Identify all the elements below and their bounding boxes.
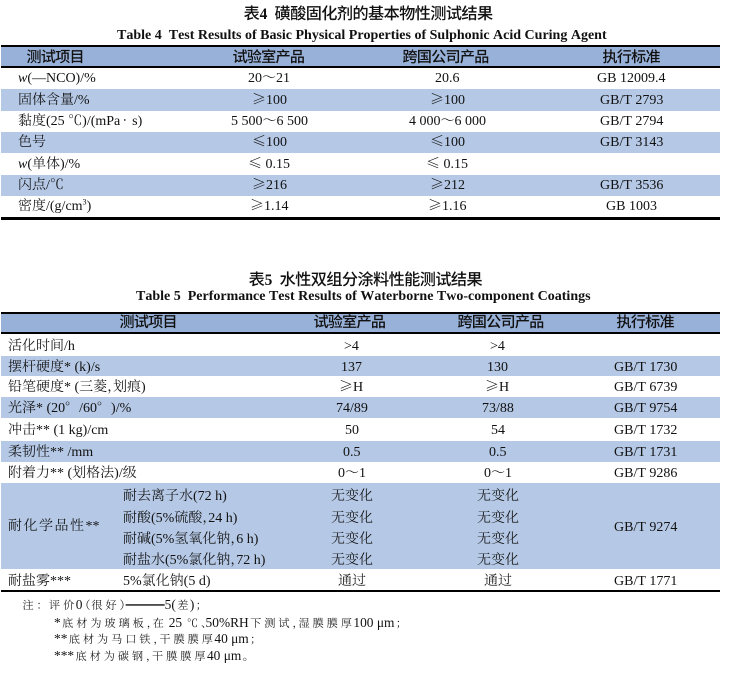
svg-text:>4: >4 bbox=[344, 339, 359, 354]
svg-text:1: 1 bbox=[505, 466, 512, 481]
svg-text:): ) bbox=[141, 380, 146, 395]
svg-text:w: w bbox=[18, 157, 28, 172]
svg-text:74/89: 74/89 bbox=[336, 401, 368, 416]
svg-text:73/88: 73/88 bbox=[482, 401, 514, 416]
svg-text:GB/T 3143: GB/T 3143 bbox=[600, 135, 663, 150]
svg-text:GB/T 9274: GB/T 9274 bbox=[614, 520, 677, 535]
svg-text:(5 d): (5 d) bbox=[184, 574, 211, 589]
svg-text:5: 5 bbox=[264, 272, 279, 289]
svg-text:GB/T 2794: GB/T 2794 bbox=[600, 114, 663, 129]
svg-text:20.6: 20.6 bbox=[435, 71, 460, 86]
svg-text:Table 4 Test Results of Basic: Table 4 Test Results of Basic Physical P… bbox=[117, 28, 607, 43]
svg-text:100: 100 bbox=[444, 93, 465, 108]
svg-text:(—NCO)/%: (—NCO)/% bbox=[27, 71, 96, 86]
svg-text:(: ( bbox=[27, 157, 32, 172]
svg-text:(5%: (5% bbox=[151, 532, 175, 547]
svg-text:4 000: 4 000 bbox=[409, 114, 441, 129]
svg-text:GB/T 1731: GB/T 1731 bbox=[614, 445, 677, 460]
svg-text:* (k)/s: * (k)/s bbox=[64, 360, 100, 375]
svg-text:s): s) bbox=[132, 114, 142, 129]
svg-text:212: 212 bbox=[444, 178, 465, 193]
svg-text:5%: 5% bbox=[123, 574, 142, 589]
svg-text:100 μm: 100 μm bbox=[353, 615, 395, 630]
svg-text:* (20: * (20 bbox=[36, 401, 65, 416]
svg-text:54: 54 bbox=[491, 423, 505, 438]
svg-text:)/%: )/% bbox=[60, 157, 81, 172]
svg-text:GB/T 2793: GB/T 2793 bbox=[600, 93, 663, 108]
svg-text:21: 21 bbox=[276, 71, 290, 86]
svg-text:(5%: (5% bbox=[151, 511, 175, 526]
svg-text:(72 h): (72 h) bbox=[193, 489, 227, 504]
svg-text:/: / bbox=[46, 178, 50, 193]
svg-text:* (: * ( bbox=[64, 380, 80, 395]
svg-text:GB/T 1730: GB/T 1730 bbox=[614, 360, 677, 375]
svg-text:137: 137 bbox=[341, 360, 362, 375]
svg-text:100: 100 bbox=[266, 135, 287, 150]
svg-text:3: 3 bbox=[82, 198, 86, 207]
svg-text:20: 20 bbox=[248, 71, 262, 86]
svg-text:4: 4 bbox=[259, 6, 274, 23]
svg-text:(25: (25 bbox=[46, 114, 68, 129]
svg-text:1.14: 1.14 bbox=[264, 199, 289, 214]
svg-text:H: H bbox=[353, 380, 363, 395]
svg-text:72 h): 72 h) bbox=[236, 553, 266, 568]
svg-text:): ) bbox=[86, 199, 91, 214]
svg-text:5(: 5( bbox=[165, 597, 177, 612]
svg-text:H: H bbox=[499, 380, 509, 395]
svg-text:***: *** bbox=[50, 574, 71, 589]
svg-text:40 μm: 40 μm bbox=[207, 648, 242, 663]
svg-text:0: 0 bbox=[338, 466, 345, 481]
svg-text:0.5: 0.5 bbox=[343, 445, 361, 460]
svg-text:/h: /h bbox=[64, 339, 75, 354]
svg-text:): ) bbox=[190, 597, 194, 612]
svg-text:/60: /60 bbox=[79, 401, 97, 416]
svg-text:24 h): 24 h) bbox=[208, 511, 238, 526]
svg-text:***: *** bbox=[54, 648, 74, 663]
svg-text:100: 100 bbox=[266, 93, 287, 108]
svg-text:130: 130 bbox=[487, 360, 508, 375]
svg-text:25: 25 bbox=[165, 615, 185, 630]
svg-text:GB/T 9286: GB/T 9286 bbox=[614, 466, 677, 481]
svg-text:GB/T 3536: GB/T 3536 bbox=[600, 178, 663, 193]
svg-text:)/%: )/% bbox=[111, 401, 132, 416]
svg-text:GB 12009.4: GB 12009.4 bbox=[597, 71, 665, 86]
svg-text:Table 5 Performance Test Resu: Table 5 Performance Test Results of Wate… bbox=[136, 289, 591, 304]
svg-text:**: ** bbox=[54, 631, 68, 646]
svg-text:** (1 kg)/cm: ** (1 kg)/cm bbox=[36, 423, 108, 438]
svg-text:** /mm: ** /mm bbox=[50, 445, 93, 460]
svg-text:6 500: 6 500 bbox=[276, 114, 308, 129]
svg-text:6 000: 6 000 bbox=[454, 114, 486, 129]
svg-text:GB/T 1771: GB/T 1771 bbox=[614, 574, 677, 589]
svg-text:/(g/cm: /(g/cm bbox=[46, 199, 83, 214]
svg-text:GB/T 1732: GB/T 1732 bbox=[614, 423, 677, 438]
svg-text:1: 1 bbox=[359, 466, 366, 481]
svg-text:0: 0 bbox=[484, 466, 491, 481]
svg-text:0.15: 0.15 bbox=[262, 157, 290, 172]
svg-text:5 500: 5 500 bbox=[231, 114, 263, 129]
svg-text:)/(mPa: )/(mPa bbox=[82, 114, 121, 129]
svg-text:**: ** bbox=[86, 519, 100, 534]
svg-text:*: * bbox=[54, 615, 61, 630]
svg-text:(5%: (5% bbox=[165, 553, 189, 568]
svg-text:>4: >4 bbox=[490, 339, 505, 354]
svg-text:40 μm: 40 μm bbox=[214, 631, 249, 646]
svg-text:/%: /% bbox=[74, 93, 90, 108]
svg-text:GB/T 6739: GB/T 6739 bbox=[614, 380, 677, 395]
svg-text:216: 216 bbox=[266, 178, 287, 193]
svg-text:** (: ** ( bbox=[50, 466, 73, 481]
svg-text:0: 0 bbox=[76, 597, 83, 612]
svg-text:0.15: 0.15 bbox=[440, 157, 468, 172]
svg-text:1.16: 1.16 bbox=[442, 199, 467, 214]
svg-text:GB 1003: GB 1003 bbox=[606, 199, 657, 214]
svg-text:50%RH: 50%RH bbox=[205, 615, 248, 630]
svg-text:GB/T 9754: GB/T 9754 bbox=[614, 401, 677, 416]
svg-text:100: 100 bbox=[444, 135, 465, 150]
svg-text:0.5: 0.5 bbox=[489, 445, 507, 460]
svg-text:)/: )/ bbox=[114, 466, 123, 481]
svg-text:6 h): 6 h) bbox=[236, 532, 259, 547]
svg-text:50: 50 bbox=[345, 423, 359, 438]
svg-text:w: w bbox=[18, 71, 28, 86]
